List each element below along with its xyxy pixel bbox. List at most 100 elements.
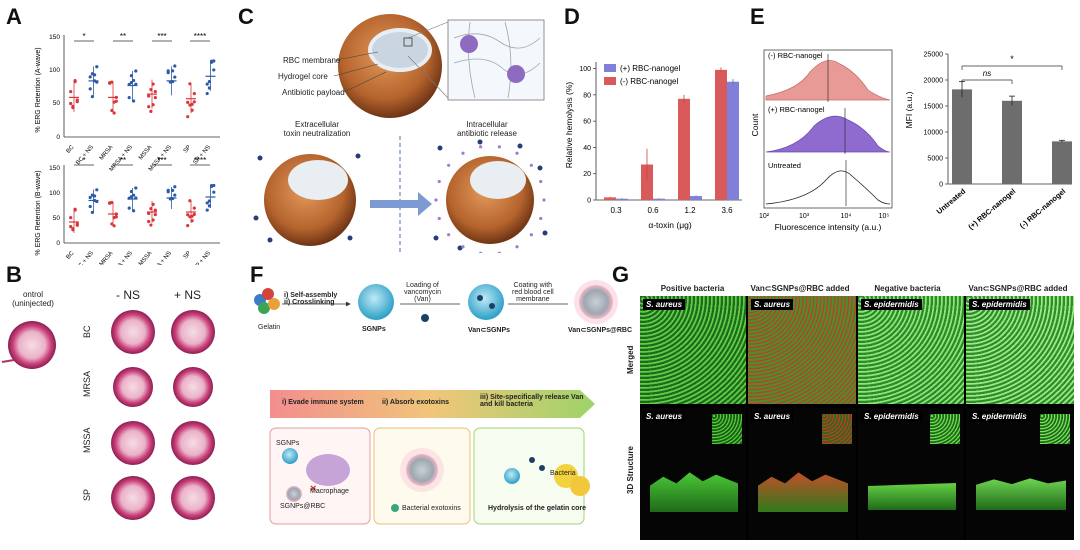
a-point: [186, 223, 190, 228]
d-legend-plus-swatch: [604, 64, 616, 72]
d-ytick: 40: [583, 145, 591, 152]
panel-b-control-label: ontrol (uninjected): [12, 290, 54, 308]
a-xtick-label: MSSA: [138, 250, 154, 265]
a-bot-ytick-50: 50: [53, 215, 61, 222]
e-hist-xlabel: Fluorescence intensity (a.u.): [775, 222, 882, 232]
e-xtick-3: 10⁴: [841, 213, 852, 220]
a-point: [69, 101, 73, 106]
c-toxin-dot: [347, 235, 353, 241]
d-ytick: 0: [587, 198, 591, 205]
panel-label-a: A: [6, 4, 22, 29]
d-xtick: 1.2: [684, 206, 696, 215]
a-point: [73, 79, 77, 83]
a-point: [134, 69, 138, 73]
a-point: [132, 99, 136, 103]
a-point: [75, 98, 79, 102]
d-legend-plus: (+) RBC-nanogel: [620, 64, 680, 73]
a-bot-ytick-150: 150: [49, 165, 60, 172]
a-point: [95, 188, 99, 192]
c-toxin-dot: [542, 230, 548, 236]
eye-mrsa-plus: [173, 367, 213, 407]
c-release-dot: [539, 179, 543, 184]
c-release-dot: [515, 151, 519, 155]
g-col-header-3: Negative bacteria: [874, 284, 941, 293]
d-bar-minus: [604, 197, 616, 200]
f-step-arrow: [270, 390, 595, 418]
e-hist-untreated: [765, 170, 891, 205]
d-xlabel: α-toxin (μg): [648, 220, 692, 230]
g-tile-3d-3: S. epidermidis: [858, 408, 964, 540]
a-top-ytick-0: 0: [56, 134, 60, 141]
e-xtick-2: 10³: [799, 213, 810, 220]
c-release-dot: [479, 251, 483, 253]
a-top-ytick-150: 150: [49, 34, 60, 41]
e-xtick-1: 10²: [759, 213, 770, 220]
a-point: [192, 100, 196, 104]
a-point: [205, 201, 209, 205]
a-point: [173, 75, 177, 79]
a-point: [112, 224, 116, 228]
a-point: [112, 111, 116, 115]
d-ytick: 80: [583, 92, 591, 99]
a-xtick-label: BC: [66, 144, 76, 155]
f-box-release: [473, 427, 585, 525]
c-release-dot: [447, 163, 451, 167]
c-label-antibiotic-payload: Antibiotic payload: [282, 88, 345, 97]
e-sig-star: *: [1010, 54, 1014, 64]
a-point: [212, 68, 216, 72]
f-box1-rbc: SGNPs@RBC: [280, 503, 326, 510]
c-release-dot: [515, 245, 519, 249]
a-point: [149, 223, 153, 227]
f-macrophage: [306, 454, 350, 486]
g-tile-3d-4: S. epidermidis: [966, 408, 1074, 540]
f-van-sgnps-rbc-sphere: [579, 285, 613, 319]
panel-c-nanogel-schematic: [253, 14, 548, 253]
a-top-ytick-50: 50: [53, 100, 61, 107]
e-ytick: 25000: [924, 52, 944, 59]
a-top-ytick-100: 100: [49, 67, 60, 74]
panel-e-histograms: Count (-) RBC-nanogel (+) RBC-nanogel Un…: [750, 49, 893, 232]
e-ytick: 0: [939, 182, 943, 189]
a-point: [166, 69, 170, 73]
a-point: [147, 219, 151, 224]
eye-bc-minus: [111, 310, 155, 354]
d-bar-plus: [690, 196, 702, 200]
c-release-dot: [529, 163, 533, 167]
f-box3-label: Hydrolysis of the gelatin core: [488, 505, 587, 512]
c-toxin-dot: [267, 237, 273, 243]
e-hist-label-plus: (+) RBC-nanogel: [768, 105, 825, 114]
a-xtick-label: BC: [66, 250, 76, 261]
a-point: [149, 109, 153, 113]
a-point: [153, 208, 157, 212]
c-release-dot: [434, 198, 438, 202]
a-xtick-label: BC + NS: [75, 250, 95, 265]
c-left-sphere: [264, 154, 356, 246]
c-right-caption: Intracellular antibiotic release: [456, 120, 518, 138]
panel-b-col-plus: + NS: [174, 288, 202, 302]
e-xtick: (+) RBC-nanogel: [966, 187, 1017, 232]
c-release-dot: [437, 179, 441, 184]
a-point: [73, 207, 77, 211]
eye-bc-plus: [171, 310, 215, 354]
d-xtick: 0.3: [610, 206, 622, 215]
a-point: [127, 95, 131, 100]
a-point: [88, 195, 92, 200]
panel-label-d: D: [564, 4, 580, 29]
d-bar-minus: [715, 69, 727, 200]
a-point: [153, 89, 157, 94]
eye-sp-minus: [111, 476, 155, 520]
a-point: [186, 100, 190, 104]
g-tile-label-4: S. epidermidis: [969, 299, 1030, 310]
f-step-2: ii) Absorb exotoxins: [382, 399, 450, 406]
d-ytick: 100: [579, 66, 591, 73]
g-col-header-4: Van⊂SGNPs@RBC added: [968, 284, 1068, 293]
e-hist-plus: [765, 115, 891, 153]
a-top-sig-3: ***: [157, 32, 166, 41]
c-release-dot: [529, 233, 533, 237]
panel-a-bottom-plot: % ERG Retention (B-wave) 0 50 100 150 * …: [35, 156, 220, 265]
a-point: [95, 65, 99, 69]
c-toxin-dot: [433, 235, 439, 241]
a-point: [192, 212, 196, 216]
e-xtick: (-) RBC-nanogel: [1018, 187, 1068, 231]
panel-a-bottom-ylabel: % ERG Retention (B-wave): [35, 170, 42, 255]
